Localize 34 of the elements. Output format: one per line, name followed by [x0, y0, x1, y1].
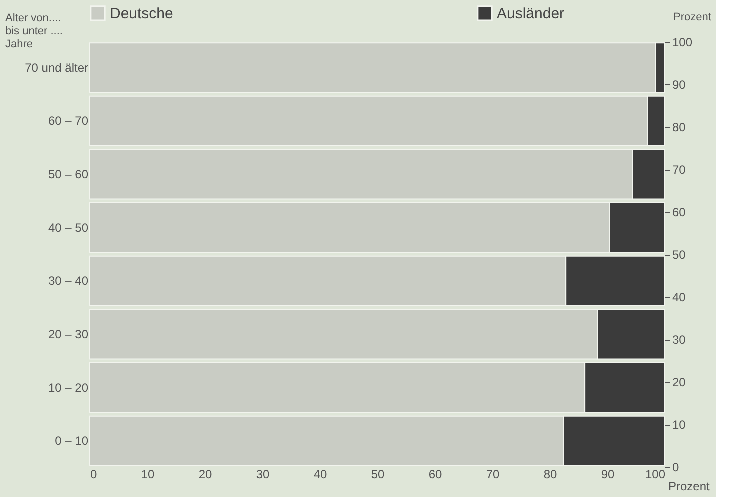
y2-tick-label: 20 — [672, 376, 686, 390]
x-tick-label: 100 — [645, 468, 666, 482]
legend-label: Deutsche — [110, 5, 174, 22]
x-tick-label: 60 — [428, 468, 442, 482]
legend-label: Ausländer — [497, 5, 565, 22]
y2-tick-label: 10 — [672, 418, 686, 432]
y2-tick-label: 50 — [672, 248, 686, 262]
y-tick-label: 0 – 10 — [55, 434, 89, 448]
x-tick-label: 70 — [486, 468, 500, 482]
y2-tick-label: 40 — [672, 290, 686, 304]
y-tick-label: 20 – 30 — [48, 327, 89, 342]
y-tick-label: 60 – 70 — [48, 114, 89, 128]
y-axis-title: Alter von.... bis unter .... Jahre — [6, 12, 63, 50]
x-tick-label: 40 — [314, 468, 328, 482]
y2-tick-label: 70 — [672, 163, 686, 177]
y2-tick-label: 80 — [672, 120, 686, 134]
x-tick-label: 10 — [141, 468, 155, 482]
y-tick-label: 70 und älter — [25, 60, 88, 75]
y2-tick-label: 60 — [672, 206, 686, 220]
y2-tick-label: 100 — [672, 36, 693, 50]
y2-tick-label: 90 — [672, 78, 686, 92]
y2-axis-title: Prozent — [674, 12, 712, 24]
y-tick-label: 10 – 20 — [48, 380, 89, 395]
y2-tick-label: 30 — [672, 333, 686, 347]
y-tick-label: 40 – 50 — [48, 220, 89, 235]
x-tick-label: 20 — [198, 468, 212, 482]
x-tick-label: 80 — [544, 468, 558, 482]
x-tick-label: 30 — [256, 468, 270, 482]
x-tick-label: 50 — [371, 468, 385, 482]
x-tick-label: 0 — [90, 468, 98, 482]
x-axis-title: Prozent — [668, 480, 711, 494]
y-tick-label: 50 – 60 — [48, 168, 89, 182]
y-tick-label: 30 – 40 — [48, 274, 89, 288]
x-tick-label: 90 — [601, 468, 615, 482]
